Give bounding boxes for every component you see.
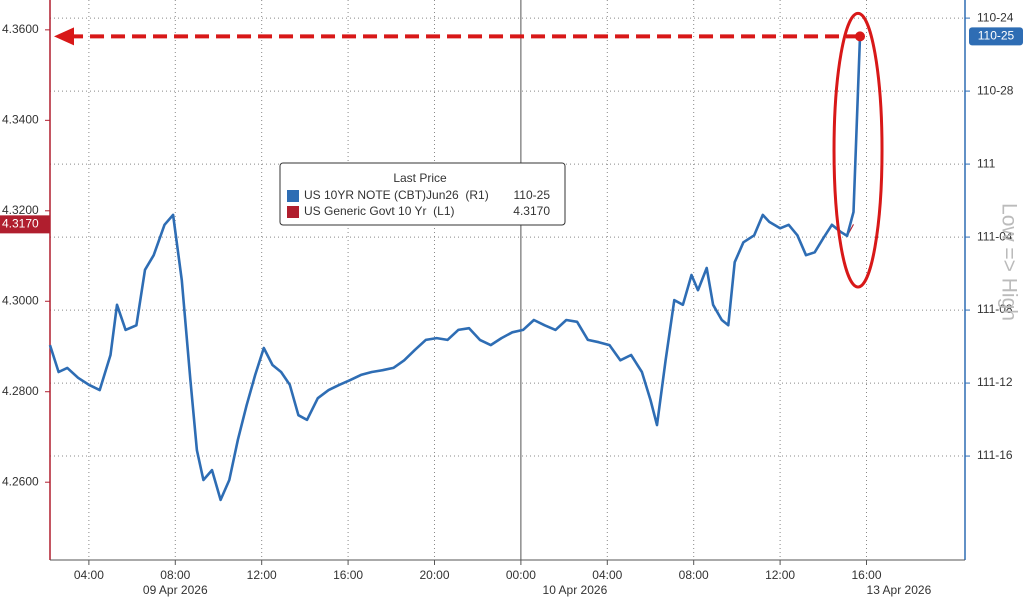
y-tick-label: 4.2600	[2, 474, 39, 488]
last-value-box	[0, 215, 50, 234]
x-tick-label: 12:00	[765, 568, 795, 582]
last-value-box	[969, 27, 1023, 46]
legend-swatch	[287, 190, 299, 202]
y2-tick-label: 111-16	[977, 448, 1013, 462]
x-tick-label: 20:00	[419, 568, 449, 582]
y2-axis-title: Low => High	[997, 203, 1020, 321]
annotation-dot	[855, 31, 866, 42]
y-tick-label: 4.3000	[2, 293, 39, 307]
x-tick-label: 16:00	[851, 568, 881, 582]
x-tick-label: 04:00	[592, 568, 622, 582]
annotation-ellipse	[832, 11, 884, 289]
series-line	[48, 36, 862, 502]
legend-label: US 10YR NOTE (CBT)Jun26 (R1)	[304, 188, 489, 202]
y2-tick-label: 111	[977, 156, 996, 170]
y2-tick-label: 110-24	[977, 10, 1014, 24]
y2-tick-label: 110-28	[977, 83, 1014, 97]
x-tick-label: 08:00	[160, 568, 190, 582]
y-tick-label: 4.3600	[2, 22, 39, 36]
legend: Last Price US 10YR NOTE (CBT)Jun26 (R1) 11…	[279, 162, 566, 226]
legend-swatch	[287, 206, 299, 218]
legend-label: US Generic Govt 10 Yr (L1)	[304, 204, 455, 218]
legend-value: 110-25	[514, 188, 551, 202]
y2-tick-label: 111-04	[977, 229, 1013, 243]
x-tick-label: 08:00	[679, 568, 709, 582]
x-tick-label: 16:00	[333, 568, 363, 582]
legend-value: 4.3170	[513, 204, 550, 218]
x-tick-label: 12:00	[247, 568, 277, 582]
y-tick-label: 4.3200	[2, 203, 39, 217]
x-tick-label: 04:00	[74, 568, 104, 582]
y-tick-label: 4.2800	[2, 384, 39, 398]
legend-box	[279, 162, 566, 226]
y-tick-label: 4.3400	[2, 112, 39, 126]
x-tick-label: 00:00	[506, 568, 536, 582]
legend-title: Last Price	[393, 171, 447, 185]
x-date-label: 09 Apr 2026	[143, 583, 208, 597]
last-value-label: 4.3170	[2, 217, 39, 231]
y2-tick-label: 111-12	[977, 375, 1013, 389]
annotation-arrowhead	[54, 27, 74, 46]
last-value-label: 110-25	[978, 29, 1015, 43]
x-date-label: 13 Apr 2026	[867, 583, 932, 597]
y2-tick-label: 111-08	[977, 302, 1013, 316]
x-date-label: 10 Apr 2026	[543, 583, 608, 597]
